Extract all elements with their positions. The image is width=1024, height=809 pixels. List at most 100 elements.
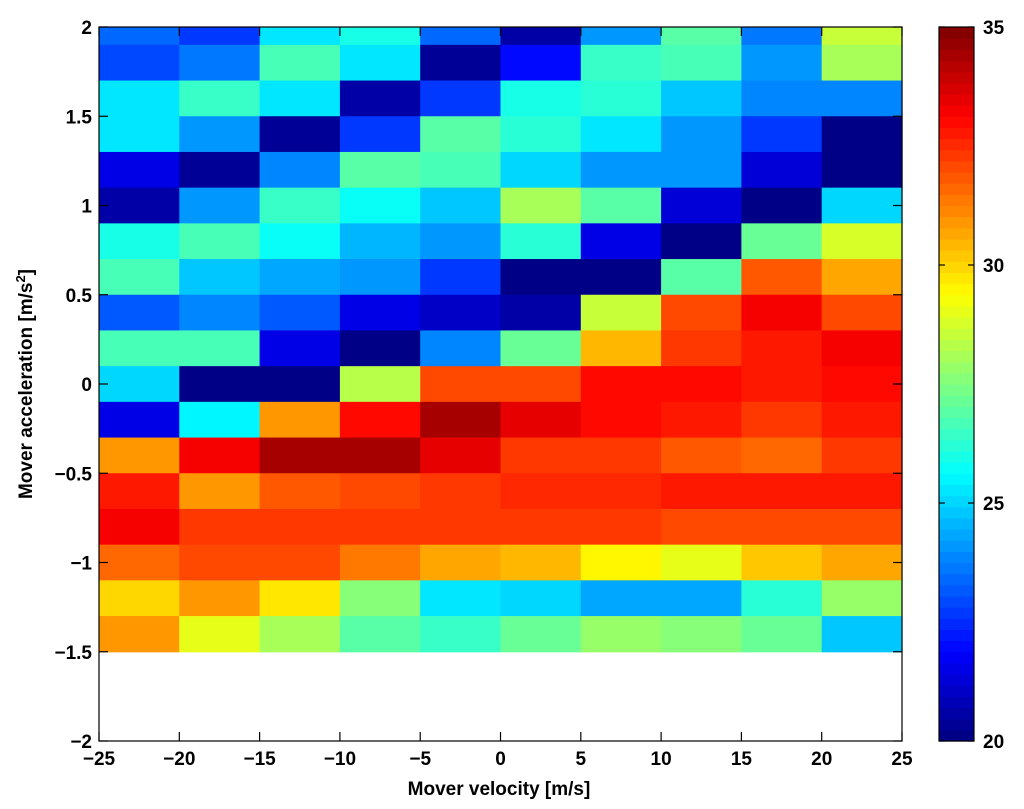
colorbar-segment	[939, 250, 974, 262]
y-tick-label: 0	[81, 375, 92, 396]
y-tick-label: 1.5	[66, 107, 93, 128]
heatmap-cell	[821, 616, 903, 653]
y-axis-label-main: Mover acceleration [m/s	[16, 283, 37, 499]
heatmap-cell	[500, 44, 582, 82]
heatmap-cell	[99, 187, 180, 224]
heatmap-cell	[259, 366, 341, 403]
colorbar-segment	[939, 462, 974, 474]
heatmap-cell	[259, 473, 341, 510]
heatmap-cell	[420, 27, 502, 46]
heatmap-cell	[179, 187, 261, 224]
heatmap-cell	[259, 116, 341, 153]
heatmap-cell	[179, 259, 261, 296]
y-tick-label: −1	[70, 554, 92, 575]
heatmap-cell	[259, 330, 341, 367]
heatmap-cell	[821, 401, 903, 439]
heatmap-cell	[420, 80, 502, 117]
colorbar	[939, 27, 974, 742]
heatmap-cell	[420, 151, 502, 189]
heatmap-cell	[821, 151, 903, 189]
heatmap-cell	[741, 366, 823, 403]
heatmap-cell	[339, 401, 421, 439]
heatmap-cell	[580, 508, 662, 546]
heatmap-cell	[500, 616, 582, 653]
heatmap-cell	[821, 508, 903, 546]
colorbar-segment	[939, 640, 974, 653]
heatmap-cell	[580, 580, 662, 617]
heatmap-cell	[500, 294, 582, 332]
heatmap-cell	[339, 580, 421, 617]
colorbar-segment	[939, 194, 974, 207]
y-tick-label: −1.5	[54, 643, 92, 664]
heatmap-cell	[821, 294, 903, 332]
heatmap-cell	[661, 27, 742, 46]
heatmap-cell	[500, 330, 582, 367]
heatmap-cell	[99, 366, 180, 403]
heatmap-cell	[420, 187, 502, 224]
heatmap-cell	[580, 151, 662, 189]
heatmap-cell	[661, 330, 742, 367]
heatmap-cell	[259, 401, 341, 439]
heatmap-cell	[661, 80, 742, 117]
heatmap-cell	[99, 544, 180, 581]
colorbar-segment	[939, 651, 974, 664]
heatmap-cell	[500, 223, 582, 260]
heatmap-cell	[821, 544, 903, 581]
colorbar-segment	[939, 283, 974, 296]
heatmap-cell	[661, 437, 742, 474]
colorbar-segment	[939, 372, 974, 385]
heatmap-cell	[259, 437, 341, 474]
heatmap-cell	[741, 473, 823, 510]
colorbar-segment	[939, 38, 974, 50]
heatmap-cell	[661, 151, 742, 189]
colorbar-segment	[939, 595, 974, 608]
heatmap-cell	[420, 616, 502, 653]
colorbar-segment	[939, 406, 974, 419]
heatmap-cell	[179, 330, 261, 367]
heatmap-cell	[420, 473, 502, 510]
heatmap-cell	[741, 27, 823, 46]
heatmap-cell	[500, 259, 582, 296]
heatmap-cell	[339, 616, 421, 653]
x-tick-label: −10	[324, 749, 356, 770]
heatmap-cell	[99, 508, 180, 546]
x-tick-label: 20	[811, 749, 832, 770]
heatmap-cell	[661, 223, 742, 260]
heatmap-cell	[661, 580, 742, 617]
heatmap-cell	[99, 80, 180, 117]
y-tick-label: 2	[81, 18, 92, 39]
colorbar-segment	[939, 718, 974, 731]
heatmap-cell	[259, 187, 341, 224]
colorbar-segment	[939, 294, 974, 307]
colorbar-segment	[939, 138, 974, 151]
x-tick-label: −15	[243, 749, 276, 770]
x-tick-label: 25	[891, 749, 913, 770]
y-tick-label: 1	[81, 197, 92, 218]
heatmap-cell	[99, 437, 180, 474]
heatmap-cell	[580, 187, 662, 224]
heatmap-cell	[179, 508, 261, 546]
heatmap-cell	[741, 580, 823, 617]
heatmap-cell	[580, 473, 662, 510]
heatmap-cell	[500, 473, 582, 510]
colorbar-segment	[939, 350, 974, 363]
heatmap-cell	[661, 294, 742, 332]
heatmap-cell	[259, 616, 341, 653]
heatmap-cell	[420, 330, 502, 367]
colorbar-segment	[939, 495, 974, 508]
heatmap-cell	[661, 473, 742, 510]
heatmap-cell	[500, 366, 582, 403]
heatmap-cell	[259, 508, 341, 546]
colorbar-segment	[939, 27, 974, 39]
heatmap-cell	[99, 473, 180, 510]
heatmap-cell	[420, 259, 502, 296]
heatmap-cell	[339, 366, 421, 403]
heatmap-cell	[179, 473, 261, 510]
heatmap-cell	[99, 44, 180, 82]
colorbar-tick-label: 30	[983, 256, 1004, 277]
colorbar-frame	[938, 26, 975, 742]
heatmap-cell	[741, 616, 823, 653]
colorbar-segment	[939, 517, 974, 530]
heatmap-cell	[821, 580, 903, 617]
